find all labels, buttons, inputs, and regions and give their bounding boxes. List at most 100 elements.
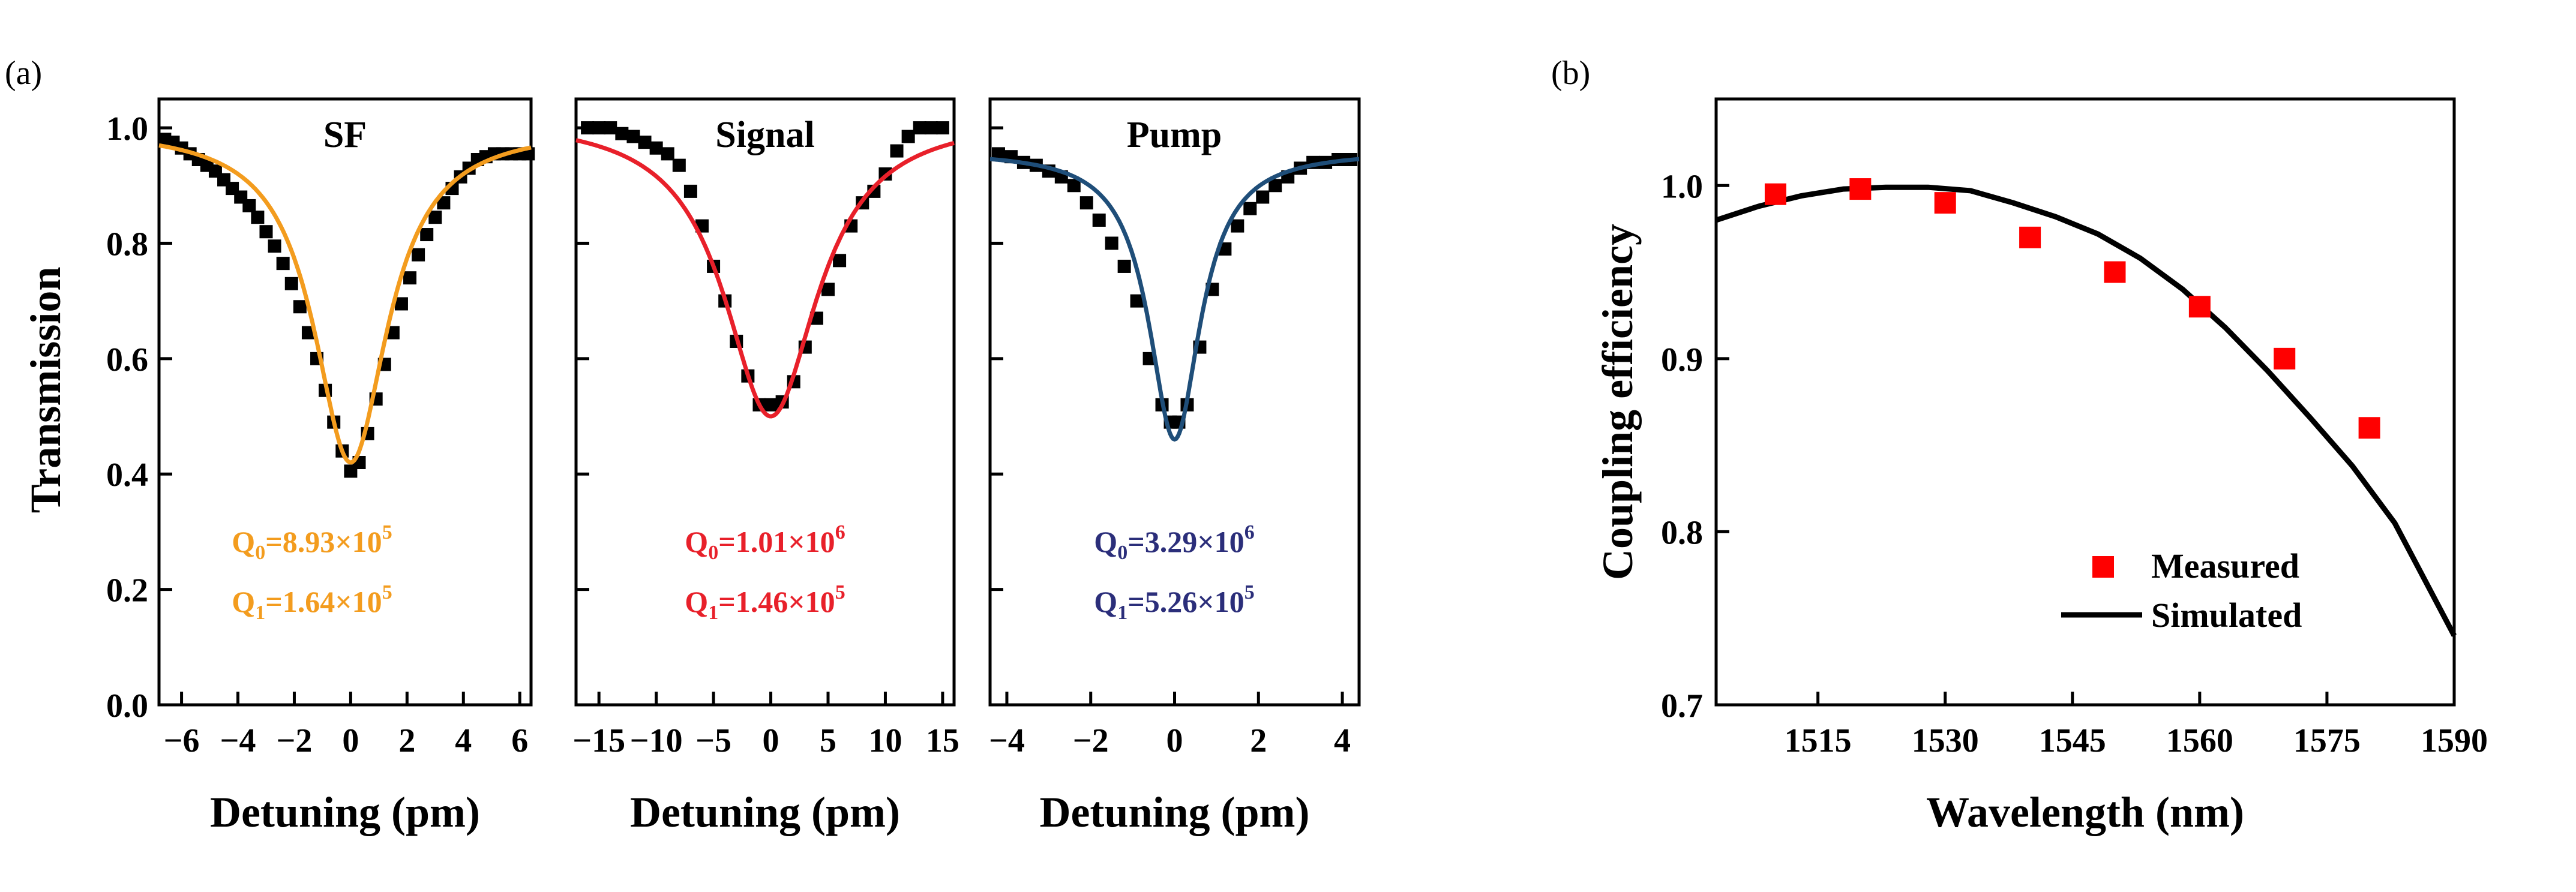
data-point <box>394 297 408 311</box>
subplot-title: Signal <box>715 115 814 155</box>
data-point <box>913 121 926 135</box>
data-point <box>276 257 290 271</box>
x-tick-label: −4 <box>220 722 256 759</box>
data-point <box>1079 196 1093 210</box>
measured-point <box>2274 347 2296 370</box>
panel-b-label: (b) <box>1551 55 1590 92</box>
legend-measured-marker <box>2092 556 2114 578</box>
x-tick-label: 1575 <box>2293 722 2361 759</box>
x-tick-label: 5 <box>820 722 836 759</box>
legend-simulated-label: Simulated <box>2151 596 2302 635</box>
measured-point <box>2358 417 2380 439</box>
y-tick-label: 0.2 <box>106 572 148 609</box>
subplot-title: SF <box>323 115 367 155</box>
data-point <box>1105 236 1118 250</box>
x-tick-label: −5 <box>695 722 731 759</box>
data-point <box>821 283 835 296</box>
plot-frame <box>157 97 533 707</box>
fit-curve <box>989 157 1360 442</box>
chart-signal: −15 −10 −5 0 5 10 15 Detuning (pm) Signal Q0=1.01… <box>572 97 959 836</box>
data-point <box>1243 202 1257 215</box>
data-point <box>420 228 434 242</box>
simulated-line <box>1715 184 2457 637</box>
legend: Measured Simulated <box>2061 546 2302 635</box>
data-point <box>638 136 652 149</box>
fit-curve <box>575 138 955 419</box>
data-point <box>1117 259 1131 273</box>
data-point <box>661 147 674 161</box>
y-axis-title: Coupling efficiency <box>1594 224 1642 580</box>
data-point <box>251 211 265 224</box>
plot-frame <box>1714 97 2456 707</box>
data-point <box>924 121 938 135</box>
x-axis-title: Detuning (pm) <box>210 788 480 836</box>
x-tick-label: 0 <box>342 722 359 759</box>
x-tick-label: −6 <box>164 722 200 759</box>
q-factor-label: Q0=1.01×106 <box>685 521 845 564</box>
q-factor-label: Q1=1.64×105 <box>232 581 392 624</box>
x-tick-label: 10 <box>868 722 902 759</box>
data-point <box>1067 179 1081 193</box>
data-point <box>901 130 915 143</box>
x-tick-label: 4 <box>1334 722 1351 759</box>
data-point <box>833 254 847 268</box>
x-tick-label: 1515 <box>1785 722 1852 759</box>
y-tick-label: 0.7 <box>1661 687 1703 725</box>
x-tick-label: 4 <box>455 722 472 759</box>
y-tick-label: 0.6 <box>106 341 148 379</box>
data-point <box>764 398 778 412</box>
chart-pump: −4 −2 0 2 4 Detuning (pm) Pump Q0=3.29×106 Q1=5.… <box>988 97 1361 836</box>
data-point <box>1231 219 1244 233</box>
data-point <box>428 211 442 224</box>
q-factor-label: Q0=3.29×106 <box>1094 521 1254 564</box>
data-point <box>1130 294 1144 308</box>
measured-point <box>2188 296 2211 318</box>
data-point <box>935 121 949 135</box>
x-tick-label: −2 <box>276 722 312 759</box>
fit-curve <box>158 143 532 465</box>
chart-coupling-efficiency: 0.7 0.8 0.9 1.0 1515 1530 1545 1560 1575 1590 Wave… <box>1594 97 2488 836</box>
measured-point <box>1764 183 1786 205</box>
y-tick-label: 0.8 <box>1661 514 1703 551</box>
x-tick-label: 1530 <box>1912 722 1979 759</box>
x-axis-title: Wavelength (nm) <box>1926 788 2244 836</box>
data-point <box>293 300 307 314</box>
x-tick-label: −10 <box>630 722 683 759</box>
x-tick-label: 2 <box>1250 722 1267 759</box>
data-point <box>437 196 451 210</box>
y-tick-label: 0.0 <box>106 687 148 725</box>
data-point <box>386 326 400 340</box>
legend-measured-label: Measured <box>2151 546 2299 585</box>
data-point <box>242 199 256 212</box>
y-tick-label: 1.0 <box>1661 168 1703 205</box>
data-point <box>581 121 595 135</box>
q-factor-label: Q0=8.93×105 <box>232 521 392 564</box>
data-point <box>615 127 629 140</box>
y-tick-label: 0.4 <box>106 456 148 494</box>
x-tick-label: 0 <box>1166 722 1183 759</box>
measured-point <box>1934 192 1956 214</box>
data-point <box>412 248 425 262</box>
x-tick-label: −4 <box>989 722 1025 759</box>
data-point <box>259 225 273 239</box>
plot-frame <box>574 97 956 707</box>
data-point <box>1092 214 1106 227</box>
data-point <box>626 130 640 143</box>
x-tick-label: 0 <box>763 722 779 759</box>
data-point <box>301 326 315 340</box>
data-point <box>1256 190 1270 204</box>
data-point <box>592 121 606 135</box>
x-tick-label: 1590 <box>2421 722 2488 759</box>
x-tick-label: −15 <box>572 722 625 759</box>
chart-sf: 0.0 0.2 0.4 0.6 0.8 1.0 −6 −4 −2 0 2 4 6 Detuning (pm… <box>106 97 535 836</box>
measured-point <box>2019 226 2041 248</box>
measured-point <box>2104 261 2126 283</box>
data-point <box>649 141 663 155</box>
data-point <box>890 144 904 158</box>
data-point <box>403 271 417 285</box>
x-tick-label: 6 <box>511 722 528 759</box>
subplot-title: Pump <box>1127 115 1222 155</box>
data-point <box>672 158 686 172</box>
data-point <box>991 147 1005 161</box>
q-factor-label: Q1=5.26×105 <box>1094 581 1254 624</box>
